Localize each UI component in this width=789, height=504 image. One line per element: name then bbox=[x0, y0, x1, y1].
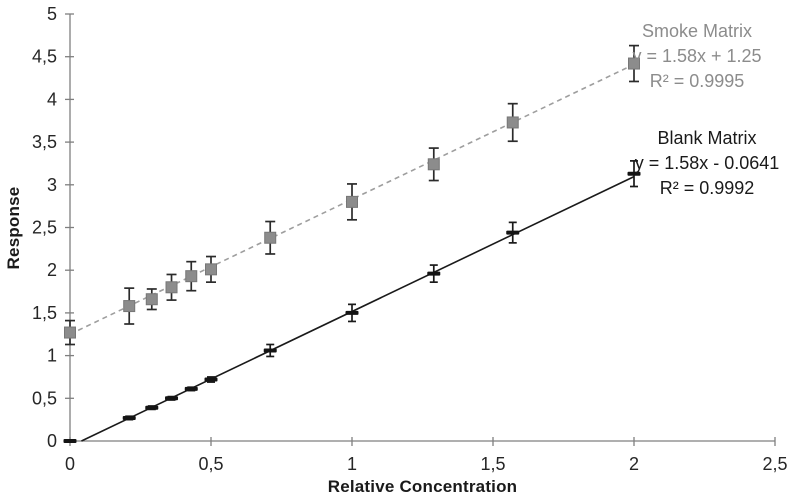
smoke-matrix-data-point bbox=[64, 326, 76, 339]
blank-matrix-data-point bbox=[165, 396, 179, 401]
y-tick-label: 3,5 bbox=[32, 132, 57, 152]
blank-matrix-data-point bbox=[122, 415, 136, 420]
blank-matrix-data-point bbox=[506, 230, 520, 235]
y-tick-label: 2 bbox=[47, 260, 57, 280]
blank-matrix-data-point bbox=[204, 377, 218, 382]
blank-matrix-data-point bbox=[627, 171, 641, 176]
y-tick-label: 1 bbox=[47, 346, 57, 366]
smoke-matrix-data-point bbox=[264, 231, 277, 244]
x-tick-label: 2,5 bbox=[762, 454, 787, 474]
x-tick-label: 1,5 bbox=[480, 454, 505, 474]
smoke-matrix-data-point bbox=[123, 300, 136, 313]
blank-matrix-data-point bbox=[145, 405, 159, 410]
blank-equation: y = 1.58x - 0.0641 bbox=[634, 153, 780, 173]
smoke-matrix-data-point bbox=[145, 293, 158, 306]
smoke-r-squared: R² = 0.9995 bbox=[649, 71, 745, 91]
x-tick-label: 0,5 bbox=[198, 454, 223, 474]
smoke-matrix-data-point bbox=[506, 116, 519, 129]
blank-matrix-annotation: Blank Matrix y = 1.58x - 0.0641 R² = 0.9… bbox=[609, 126, 789, 201]
y-tick-label: 0,5 bbox=[32, 388, 57, 408]
y-axis-title: Response bbox=[4, 186, 23, 270]
y-tick-label: 4,5 bbox=[32, 47, 57, 67]
y-tick-label: 3 bbox=[47, 175, 57, 195]
y-tick-label: 2,5 bbox=[32, 218, 57, 238]
smoke-matrix-annotation: Smoke Matrix y = 1.58x + 1.25 R² = 0.999… bbox=[599, 19, 789, 94]
smoke-matrix-data-point bbox=[185, 270, 198, 283]
smoke-matrix-data-point bbox=[427, 158, 440, 171]
x-tick-label: 0 bbox=[65, 454, 75, 474]
y-tick-label: 1,5 bbox=[32, 303, 57, 323]
blank-matrix-data-point bbox=[263, 348, 277, 353]
y-tick-label: 0 bbox=[47, 431, 57, 451]
blank-r-squared: R² = 0.9992 bbox=[659, 178, 755, 198]
blank-matrix-trendline bbox=[81, 175, 635, 442]
blank-matrix-data-point bbox=[345, 310, 359, 315]
smoke-matrix-data-point bbox=[165, 281, 178, 294]
smoke-equation: y = 1.58x + 1.25 bbox=[632, 46, 762, 66]
x-axis-title: Relative Concentration bbox=[327, 477, 518, 496]
smoke-matrix-data-point bbox=[205, 263, 217, 276]
blank-series-label: Blank Matrix bbox=[657, 128, 757, 148]
smoke-series-label: Smoke Matrix bbox=[641, 21, 753, 41]
y-tick-label: 5 bbox=[47, 4, 57, 24]
blank-matrix-data-point bbox=[63, 439, 77, 443]
smoke-matrix-data-point bbox=[628, 57, 640, 70]
y-tick-label: 4 bbox=[47, 89, 57, 109]
x-tick-label: 1 bbox=[347, 454, 357, 474]
smoke-matrix-data-point bbox=[346, 195, 358, 208]
x-tick-label: 2 bbox=[629, 454, 639, 474]
blank-matrix-data-point bbox=[184, 386, 198, 391]
blank-matrix-data-point bbox=[427, 271, 441, 276]
